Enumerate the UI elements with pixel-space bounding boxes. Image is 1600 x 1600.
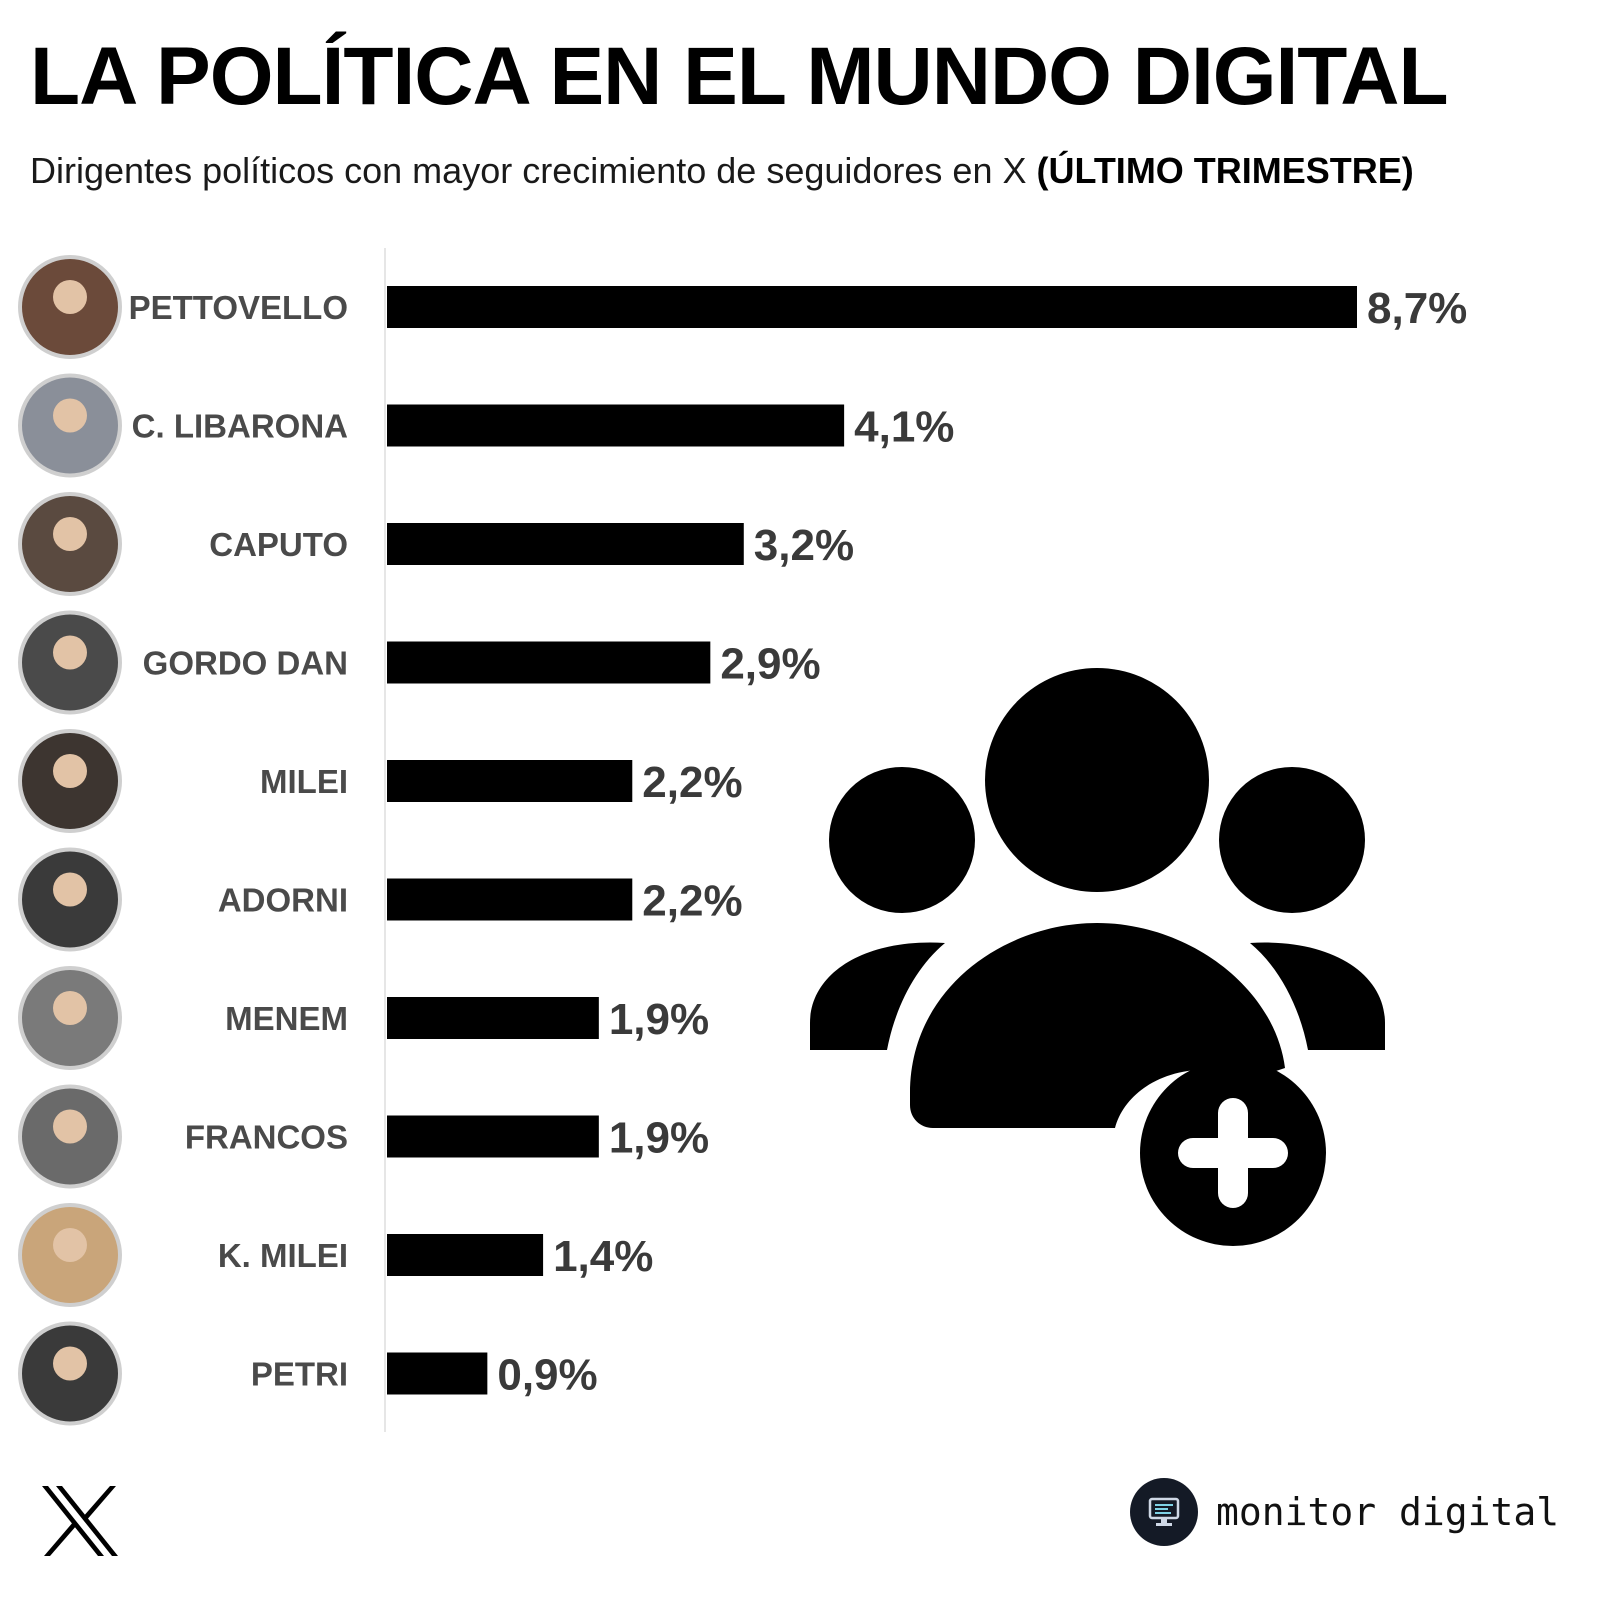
category-label: K. MILEI (218, 1237, 348, 1274)
avatar-face (53, 398, 87, 433)
bar-chart: PETTOVELLO 8,7% C. LIBARONA 4,1% CAPUTO 3,2% G… (18, 248, 1467, 1432)
avatar-face (53, 872, 87, 907)
avatar-face (53, 280, 87, 314)
bar (387, 404, 845, 447)
avatar-face (53, 991, 87, 1025)
bar (387, 1352, 488, 1395)
bar (387, 878, 633, 921)
category-label: PETTOVELLO (129, 289, 348, 326)
avatar-face (53, 754, 87, 788)
bar (387, 1234, 544, 1276)
category-label: GORDO DAN (143, 645, 348, 682)
bar (387, 997, 599, 1039)
bar (387, 286, 1357, 328)
brand: monitor digital (1130, 1478, 1559, 1546)
category-label: FRANCOS (185, 1119, 348, 1156)
group-add-icon (810, 668, 1385, 1246)
value-label: 1,4% (553, 1232, 653, 1281)
avatar-face (53, 1109, 87, 1144)
category-label: MILEI (260, 763, 348, 800)
value-label: 8,7% (1367, 284, 1467, 333)
monitor-icon (1130, 1478, 1198, 1546)
category-label: ADORNI (218, 882, 348, 919)
bar (387, 1115, 599, 1158)
avatar-face (53, 1228, 87, 1262)
subtitle-text: Dirigentes políticos con mayor crecimien… (30, 150, 1027, 191)
value-label: 0,9% (497, 1351, 597, 1400)
bar (387, 641, 711, 684)
x-logo-icon (42, 1486, 118, 1556)
category-label: MENEM (225, 1000, 348, 1037)
bar (387, 523, 744, 565)
bar (387, 760, 633, 802)
chart-subtitle: Dirigentes políticos con mayor crecimien… (30, 150, 1414, 192)
avatar-face (53, 517, 87, 551)
value-label: 1,9% (609, 1114, 709, 1163)
value-label: 3,2% (754, 521, 854, 570)
subtitle-period: (ÚLTIMO TRIMESTRE) (1036, 150, 1414, 191)
brand-name: monitor digital (1216, 1490, 1560, 1534)
value-label: 2,2% (642, 758, 742, 807)
avatar-face (53, 1346, 87, 1381)
value-label: 1,9% (609, 995, 709, 1044)
value-label: 4,1% (854, 403, 954, 452)
value-label: 2,2% (642, 877, 742, 926)
chart-title: LA POLÍTICA EN EL MUNDO DIGITAL (30, 31, 1449, 122)
value-label: 2,9% (720, 640, 820, 689)
category-label: C. LIBARONA (132, 408, 348, 445)
avatar-face (53, 635, 87, 670)
category-label: CAPUTO (209, 526, 348, 563)
category-label: PETRI (251, 1356, 348, 1393)
